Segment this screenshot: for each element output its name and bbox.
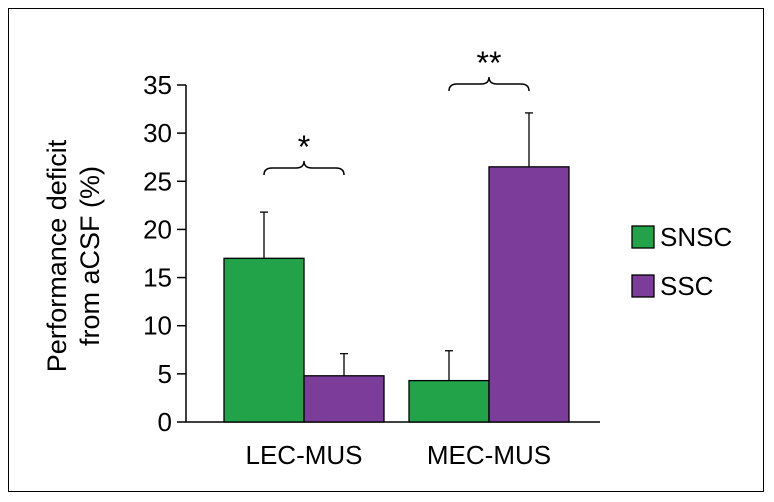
y-axis-label: Performance deficit from aCSF (%) <box>42 139 105 372</box>
y-tick-label: 35 <box>143 70 172 100</box>
significance-brace <box>263 160 345 176</box>
y-tick-label: 25 <box>143 166 172 196</box>
y-tick-label: 20 <box>143 214 172 244</box>
bar-snsc-lec-mus <box>223 257 305 423</box>
y-axis-label-line-2: from aCSF (%) <box>75 166 105 346</box>
legend-label-ssc: SSC <box>660 271 713 301</box>
y-axis-label-line-1: Performance deficit <box>42 139 72 372</box>
error-bars <box>260 112 533 381</box>
bar-ssc-mec-mus <box>488 166 570 423</box>
bar-snsc-mec-mus <box>408 379 490 423</box>
y-tick-label: 5 <box>158 359 172 389</box>
y-tick-label: 30 <box>143 118 172 148</box>
y-tick-label: 0 <box>158 407 172 437</box>
significance-label: * <box>298 129 310 165</box>
significance-brace <box>448 76 530 92</box>
legend: SNSC SSC <box>631 222 732 301</box>
axes: 0 5 10 15 20 25 30 35 <box>143 70 600 437</box>
y-tick-label: 10 <box>143 311 172 341</box>
significance-markers: *** <box>263 45 530 176</box>
legend-swatch-snsc <box>631 225 655 249</box>
x-tick-labels: LEC-MUS MEC-MUS <box>245 440 551 470</box>
chart-frame <box>8 8 764 492</box>
bars <box>223 166 570 423</box>
bar-ssc-lec-mus <box>303 375 385 423</box>
y-tick-label: 15 <box>143 263 172 293</box>
x-tick-label: LEC-MUS <box>245 440 362 470</box>
x-tick-label: MEC-MUS <box>427 440 551 470</box>
legend-swatch-ssc <box>631 274 655 298</box>
legend-label-snsc: SNSC <box>660 222 732 252</box>
significance-label: ** <box>477 45 502 81</box>
